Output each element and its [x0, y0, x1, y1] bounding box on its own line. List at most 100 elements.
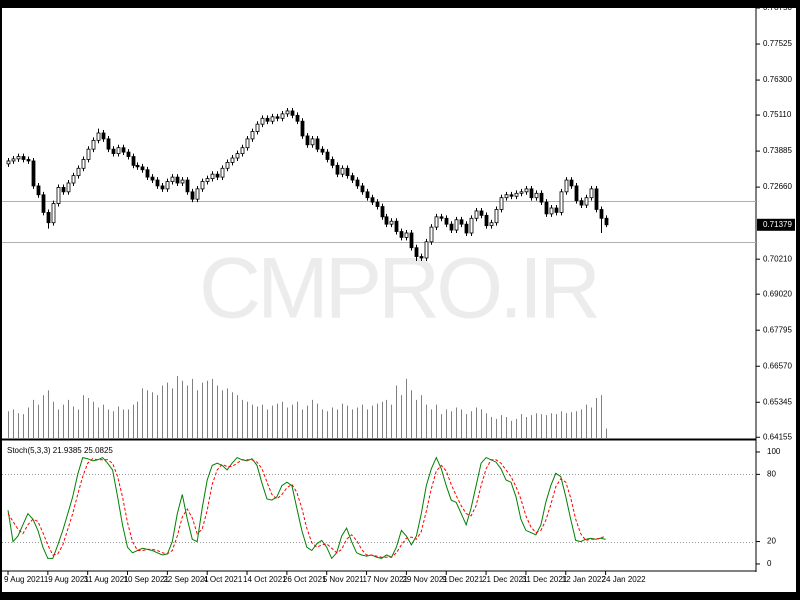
candle-body — [559, 191, 564, 213]
x-tick-label: 19 Aug 2021 — [44, 575, 89, 584]
candle-body — [424, 241, 429, 259]
candle-body — [360, 185, 365, 193]
x-tick-label: 17 Nov 2021 — [363, 575, 409, 584]
candle-body — [21, 156, 26, 160]
candle-body — [135, 164, 140, 168]
candle-body — [165, 181, 170, 190]
candle-body — [210, 173, 215, 179]
candle-body — [404, 232, 409, 238]
y-tick-label: 0.66570 — [763, 361, 792, 370]
x-tick-label: 14 Oct 2021 — [243, 575, 287, 584]
candle-body — [539, 192, 544, 203]
y-tick-label: 0.67795 — [763, 325, 792, 334]
candle-body — [519, 191, 524, 194]
candle-body — [170, 176, 175, 182]
candle-body — [270, 116, 275, 122]
candle-body — [479, 210, 484, 216]
candle-body — [195, 188, 200, 200]
candle-body — [444, 217, 449, 225]
x-tick-label: 9 Dec 2021 — [442, 575, 483, 584]
candle-body — [11, 158, 16, 162]
candle-body — [584, 197, 589, 206]
candle-body — [230, 157, 235, 163]
candle-body — [76, 167, 81, 177]
candle-body — [594, 188, 599, 210]
candle-body — [419, 256, 424, 259]
candle-body — [484, 214, 489, 227]
x-tick-label: 9 Aug 2021 — [4, 575, 45, 584]
candle-body — [315, 138, 320, 150]
candle-body — [454, 219, 459, 231]
candle-body — [275, 116, 280, 119]
candle-body — [150, 176, 155, 181]
background — [2, 8, 796, 592]
last-price-label: 0.71379 — [763, 220, 792, 229]
candle-body — [375, 201, 380, 207]
candle-body — [300, 120, 305, 137]
candle-body — [46, 212, 51, 224]
candle-body — [414, 247, 419, 257]
candle-body — [384, 216, 389, 225]
x-tick-label: 4 Oct 2021 — [203, 575, 243, 584]
candle-body — [514, 192, 519, 197]
candle-body — [56, 187, 61, 204]
y-tick-label: 0.65345 — [763, 397, 792, 406]
stoch-line — [7, 456, 606, 560]
candle-body — [469, 217, 474, 234]
x-tick-label: 26 Oct 2021 — [283, 575, 327, 584]
candle-body — [215, 173, 220, 178]
candle-body — [310, 138, 315, 146]
candle-body — [31, 160, 36, 187]
y-tick-label: 0.77525 — [763, 39, 792, 48]
candle-body — [131, 156, 136, 166]
candle-body — [160, 185, 165, 190]
y-tick-label: 0.76300 — [763, 75, 792, 84]
candle-body — [579, 200, 584, 206]
candle-body — [569, 179, 574, 187]
candle-body — [464, 223, 469, 234]
watermark: CMPRO.IR — [199, 241, 598, 337]
x-tick-label: 29 Nov 2021 — [402, 575, 448, 584]
candle-body — [365, 191, 370, 199]
candle-body — [544, 201, 549, 215]
candle-body — [554, 207, 559, 213]
candle-body — [330, 159, 335, 166]
last-price-box — [757, 218, 795, 231]
candle-body — [345, 167, 350, 177]
candle-body — [564, 179, 569, 193]
candle-body — [126, 151, 131, 157]
y-tick-label: 0 — [767, 559, 772, 568]
x-tick-label: 22 Sep 2021 — [163, 575, 209, 584]
candle-body — [91, 139, 96, 150]
x-tick-label: 5 Nov 2021 — [323, 575, 364, 584]
y-tick-label: 80 — [767, 469, 776, 478]
candle-body — [355, 179, 360, 187]
candle-body — [604, 217, 609, 226]
candle-body — [574, 185, 579, 202]
candle-body — [6, 160, 11, 165]
stoch-line — [7, 458, 606, 558]
candle-body — [190, 191, 195, 200]
candle-body — [350, 175, 355, 181]
candle-body — [111, 148, 116, 154]
candle-body — [335, 164, 340, 175]
candle-body — [399, 231, 404, 238]
candle-body — [175, 176, 180, 184]
candle-body — [380, 206, 385, 218]
candle-body — [255, 123, 260, 132]
candle-body — [41, 194, 46, 213]
candle-body — [599, 209, 604, 219]
candle-body — [285, 110, 290, 115]
x-tick-label: 31 Aug 2021 — [84, 575, 129, 584]
candle-body — [225, 162, 230, 169]
candle-body — [81, 159, 86, 169]
x-tick-label: 24 Jan 2022 — [602, 575, 647, 584]
x-tick-label: 12 Jan 2022 — [562, 575, 607, 584]
y-tick-label: 0.64155 — [763, 432, 792, 441]
candle-body — [200, 181, 205, 190]
candle-body — [235, 153, 240, 159]
candle-body — [245, 138, 250, 149]
candle-body — [409, 232, 414, 249]
candle-body — [140, 166, 145, 171]
